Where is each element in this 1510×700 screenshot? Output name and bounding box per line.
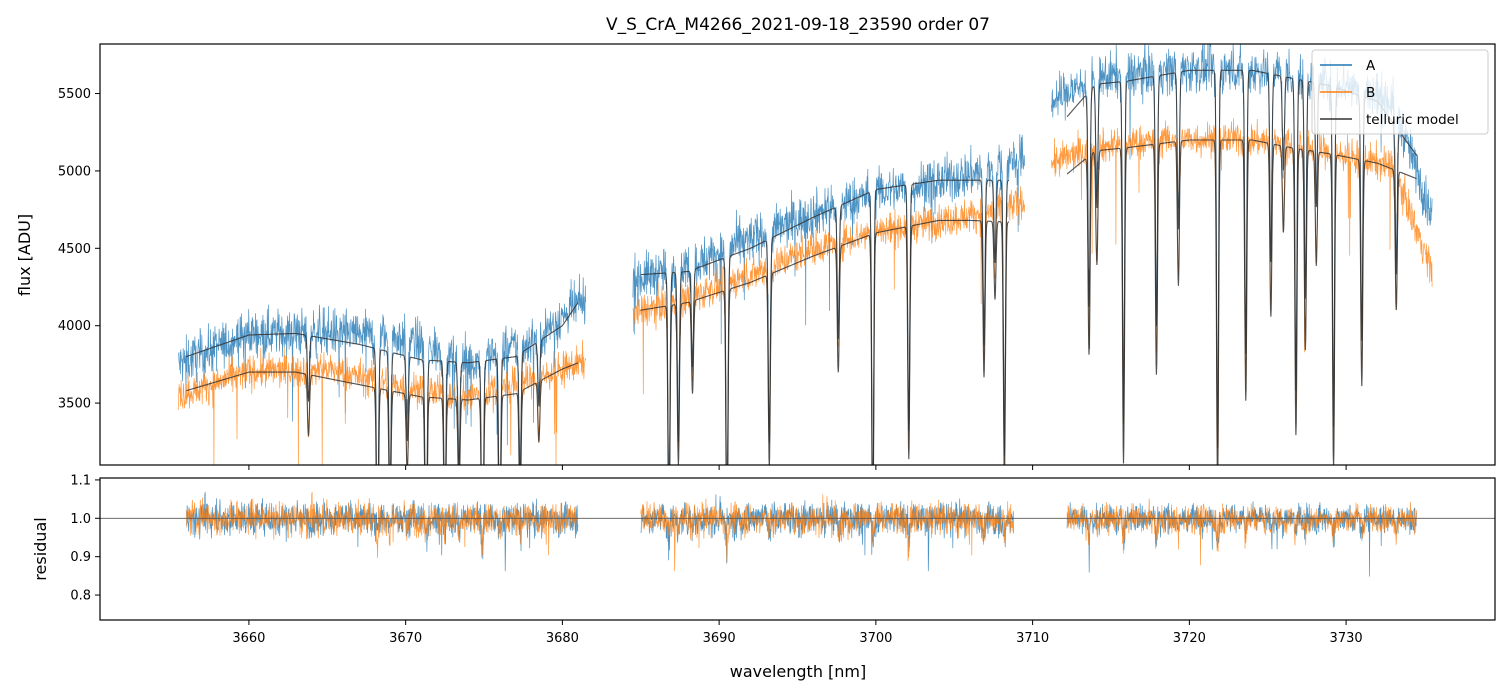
legend-label-a: A — [1366, 58, 1376, 74]
residual-panel-frame — [100, 478, 1495, 620]
chart-title: V_S_CrA_M4266_2021-09-18_23590 order 07 — [606, 15, 990, 35]
x-tick-label: 3660 — [232, 631, 265, 646]
top-y-tick-label: 4000 — [58, 319, 91, 334]
flux-series-b-segment-3 — [1051, 118, 1432, 473]
x-tick-label: 3670 — [389, 631, 422, 646]
top-y-tick-label: 3500 — [58, 397, 91, 412]
x-tick-label: 3710 — [1016, 631, 1049, 646]
spectrum-chart: V_S_CrA_M4266_2021-09-18_23590 order 07 … — [0, 0, 1510, 696]
legend-label-b: B — [1366, 85, 1375, 101]
residual-series-a-segment-1 — [186, 492, 578, 571]
bottom-y-tick-label: 1.0 — [70, 512, 91, 527]
top-y-axis-label: flux [ADU] — [15, 214, 34, 296]
telluric-model-b-segment-1 — [186, 363, 578, 635]
flux-panel-data — [178, 37, 1432, 634]
x-tick-label: 3730 — [1330, 631, 1363, 646]
flux-series-a-segment-1 — [178, 274, 585, 606]
bottom-y-tick-label: 1.1 — [70, 473, 91, 488]
bottom-y-tick-label: 0.9 — [70, 550, 91, 565]
x-tick-label: 3700 — [859, 631, 892, 646]
x-tick-label: 3680 — [546, 631, 579, 646]
top-y-tick-label: 5500 — [58, 87, 91, 102]
top-y-tick-label: 4500 — [58, 242, 91, 257]
top-y-tick-label: 5000 — [58, 164, 91, 179]
x-axis-label: wavelength [nm] — [730, 662, 867, 681]
bottom-y-tick-label: 0.8 — [70, 589, 91, 604]
x-tick-label: 3690 — [703, 631, 736, 646]
bottom-y-axis-label: residual — [31, 517, 50, 580]
x-tick-label: 3720 — [1173, 631, 1206, 646]
legend-label-telluric: telluric model — [1366, 112, 1459, 128]
flux-series-b-segment-1 — [178, 340, 585, 632]
legend: A B telluric model — [1312, 50, 1488, 134]
residual-panel-data — [100, 492, 1495, 577]
telluric-model-b-segment-3 — [1067, 140, 1417, 488]
